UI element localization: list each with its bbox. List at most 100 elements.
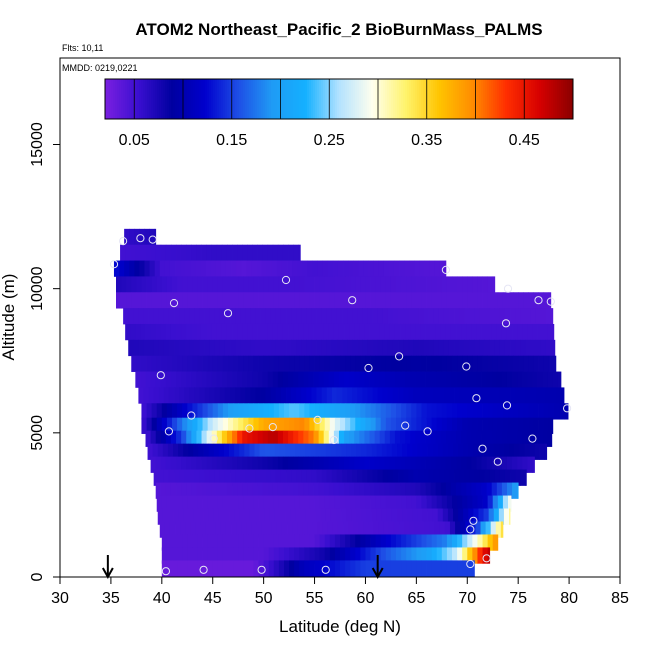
heatmap-cell [121, 292, 127, 309]
heatmap-cell [506, 456, 513, 473]
heatmap-cell [172, 355, 178, 372]
heatmap-cell [544, 443, 548, 460]
colorbar-segment [289, 79, 292, 119]
heatmap-cell [416, 534, 422, 551]
heatmap-cell [377, 339, 384, 357]
heatmap-cell [151, 292, 158, 309]
heatmap-cell [345, 495, 351, 512]
heatmap-cell [247, 482, 253, 499]
heatmap-cell [482, 355, 489, 372]
heatmap-cell [385, 560, 392, 577]
heatmap-cell [345, 560, 351, 577]
heatmap-cell [204, 387, 211, 404]
heatmap-cell [167, 508, 174, 525]
heatmap-cell [270, 339, 277, 357]
colorbar-segment [301, 79, 304, 119]
heatmap-cell [216, 323, 223, 341]
heatmap-cell [487, 276, 494, 293]
colorbar-segment [389, 79, 392, 119]
colorbar-segment [335, 79, 338, 119]
heatmap-cell [177, 534, 183, 551]
heatmap-cell [385, 292, 392, 309]
heatmap-cell [462, 403, 468, 420]
heatmap-cell [248, 560, 254, 577]
heatmap-cell [358, 521, 364, 538]
heatmap-cell [217, 547, 224, 564]
heatmap-cell [258, 534, 265, 551]
heatmap-cell [550, 339, 556, 357]
heatmap-cell [435, 482, 442, 499]
heatmap-cell [222, 292, 229, 309]
colorbar-segment [219, 79, 222, 119]
heatmap-cell [194, 469, 200, 486]
heatmap-cell [135, 244, 141, 261]
heatmap-cell [202, 560, 209, 577]
heatmap-cell [431, 417, 438, 434]
heatmap-cell [459, 339, 465, 357]
heatmap-cell [239, 508, 245, 525]
heatmap-cell [197, 403, 203, 420]
heatmap-cell [410, 430, 416, 447]
heatmap-cell [530, 339, 536, 357]
heatmap-cell [517, 371, 523, 388]
heatmap-cell [263, 403, 270, 420]
heatmap-cell [458, 443, 464, 460]
heatmap-cell [296, 387, 302, 404]
heatmap-cell [219, 387, 226, 404]
heatmap-cell [219, 308, 226, 325]
heatmap-cell [418, 469, 424, 486]
heatmap-cell [527, 456, 533, 473]
heatmap-cell [156, 276, 163, 293]
sample-point [313, 415, 322, 424]
heatmap-cell [474, 387, 480, 404]
colorbar-segment [215, 79, 218, 119]
heatmap-cell [429, 260, 436, 277]
heatmap-cell [212, 547, 219, 564]
heatmap-cell [199, 469, 205, 486]
heatmap-cell [222, 417, 229, 434]
heatmap-cell [415, 482, 421, 499]
heatmap-cell [262, 244, 269, 261]
heatmap-cell [113, 260, 120, 277]
heatmap-cell [289, 547, 295, 564]
heatmap-cell [355, 495, 361, 512]
colorbar-segment [143, 79, 146, 119]
heatmap-cell [365, 495, 371, 512]
heatmap-cell [394, 456, 401, 473]
heatmap-cell [375, 495, 382, 512]
sample-point [199, 565, 208, 574]
heatmap-cell [309, 276, 315, 293]
heatmap-cell [329, 495, 336, 512]
heatmap-cell [405, 430, 411, 447]
heatmap-cell [228, 495, 234, 512]
heatmap-cell [436, 276, 443, 293]
heatmap-cell [277, 456, 284, 473]
heatmap-cell [468, 508, 474, 525]
heatmap-cell [382, 308, 389, 325]
heatmap-cell [258, 560, 265, 577]
heatmap-cell [411, 560, 417, 577]
colorbar-segment [307, 79, 310, 119]
heatmap-cell [255, 387, 261, 404]
heatmap-cell [523, 355, 529, 372]
heatmap-cell [323, 456, 330, 473]
colorbar-segment [359, 79, 362, 119]
heatmap-cell [268, 547, 275, 564]
heatmap-cell [350, 534, 356, 551]
colorbar-segment [263, 79, 266, 119]
heatmap-cell [309, 417, 315, 434]
heatmap-cell [221, 430, 228, 447]
heatmap-cell [406, 276, 412, 293]
heatmap-cell [236, 260, 242, 277]
heatmap-cell [220, 521, 227, 538]
heatmap-cell [158, 339, 165, 357]
colorbar-segment [155, 79, 158, 119]
heatmap-cell [476, 430, 482, 447]
heatmap-cell [465, 521, 471, 538]
heatmap-cell [525, 308, 531, 325]
heatmap-cell [375, 355, 382, 372]
heatmap-cell [282, 323, 289, 341]
heatmap-cell [430, 323, 437, 341]
heatmap-cell [515, 308, 521, 325]
heatmap-cell [375, 417, 382, 434]
